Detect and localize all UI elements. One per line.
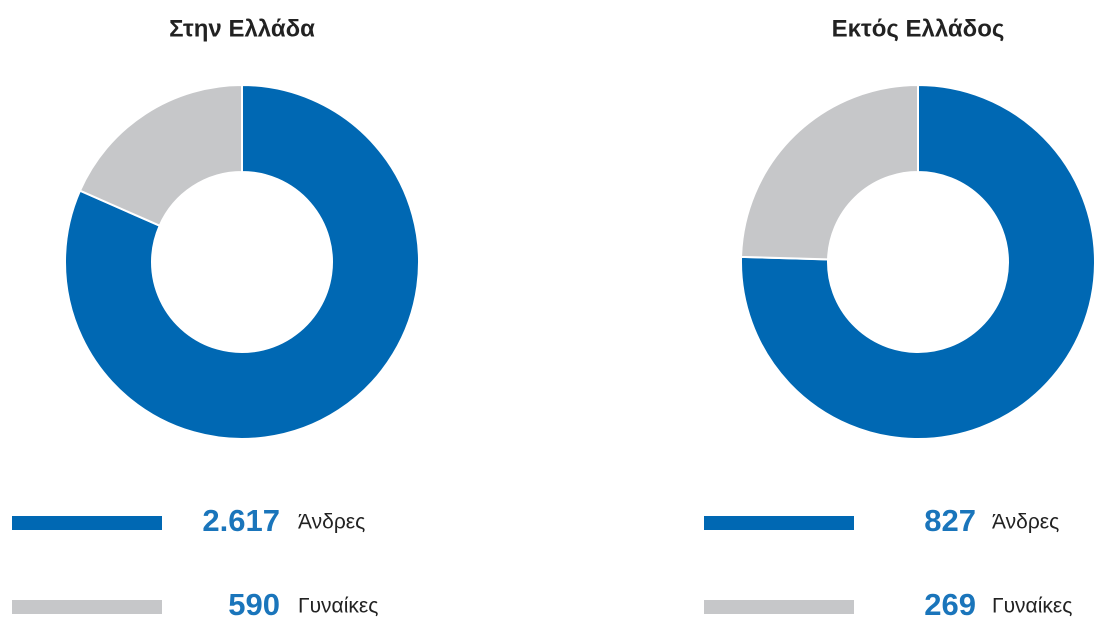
value-label: 827: [924, 503, 976, 538]
legend-swatch: [12, 600, 162, 614]
donut-slice: [78, 83, 243, 228]
legend-label: Άνδρες: [992, 511, 1059, 534]
value-label: 269: [924, 587, 976, 620]
donut-slice: [740, 83, 919, 261]
chart-title: Στην Ελλάδα: [169, 15, 315, 42]
donut-slice: [740, 83, 1096, 440]
value-label: 590: [228, 587, 280, 620]
legend-swatch: [12, 516, 162, 530]
legend-label: Γυναίκες: [298, 595, 378, 618]
donut-slice: [64, 83, 420, 440]
value-label: 2.617: [202, 503, 280, 538]
chart-title: Εκτός Ελλάδος: [832, 15, 1005, 42]
legend-swatch: [704, 516, 854, 530]
legend-swatch: [704, 600, 854, 614]
legend-label: Γυναίκες: [992, 595, 1072, 618]
legend-label: Άνδρες: [298, 511, 365, 534]
